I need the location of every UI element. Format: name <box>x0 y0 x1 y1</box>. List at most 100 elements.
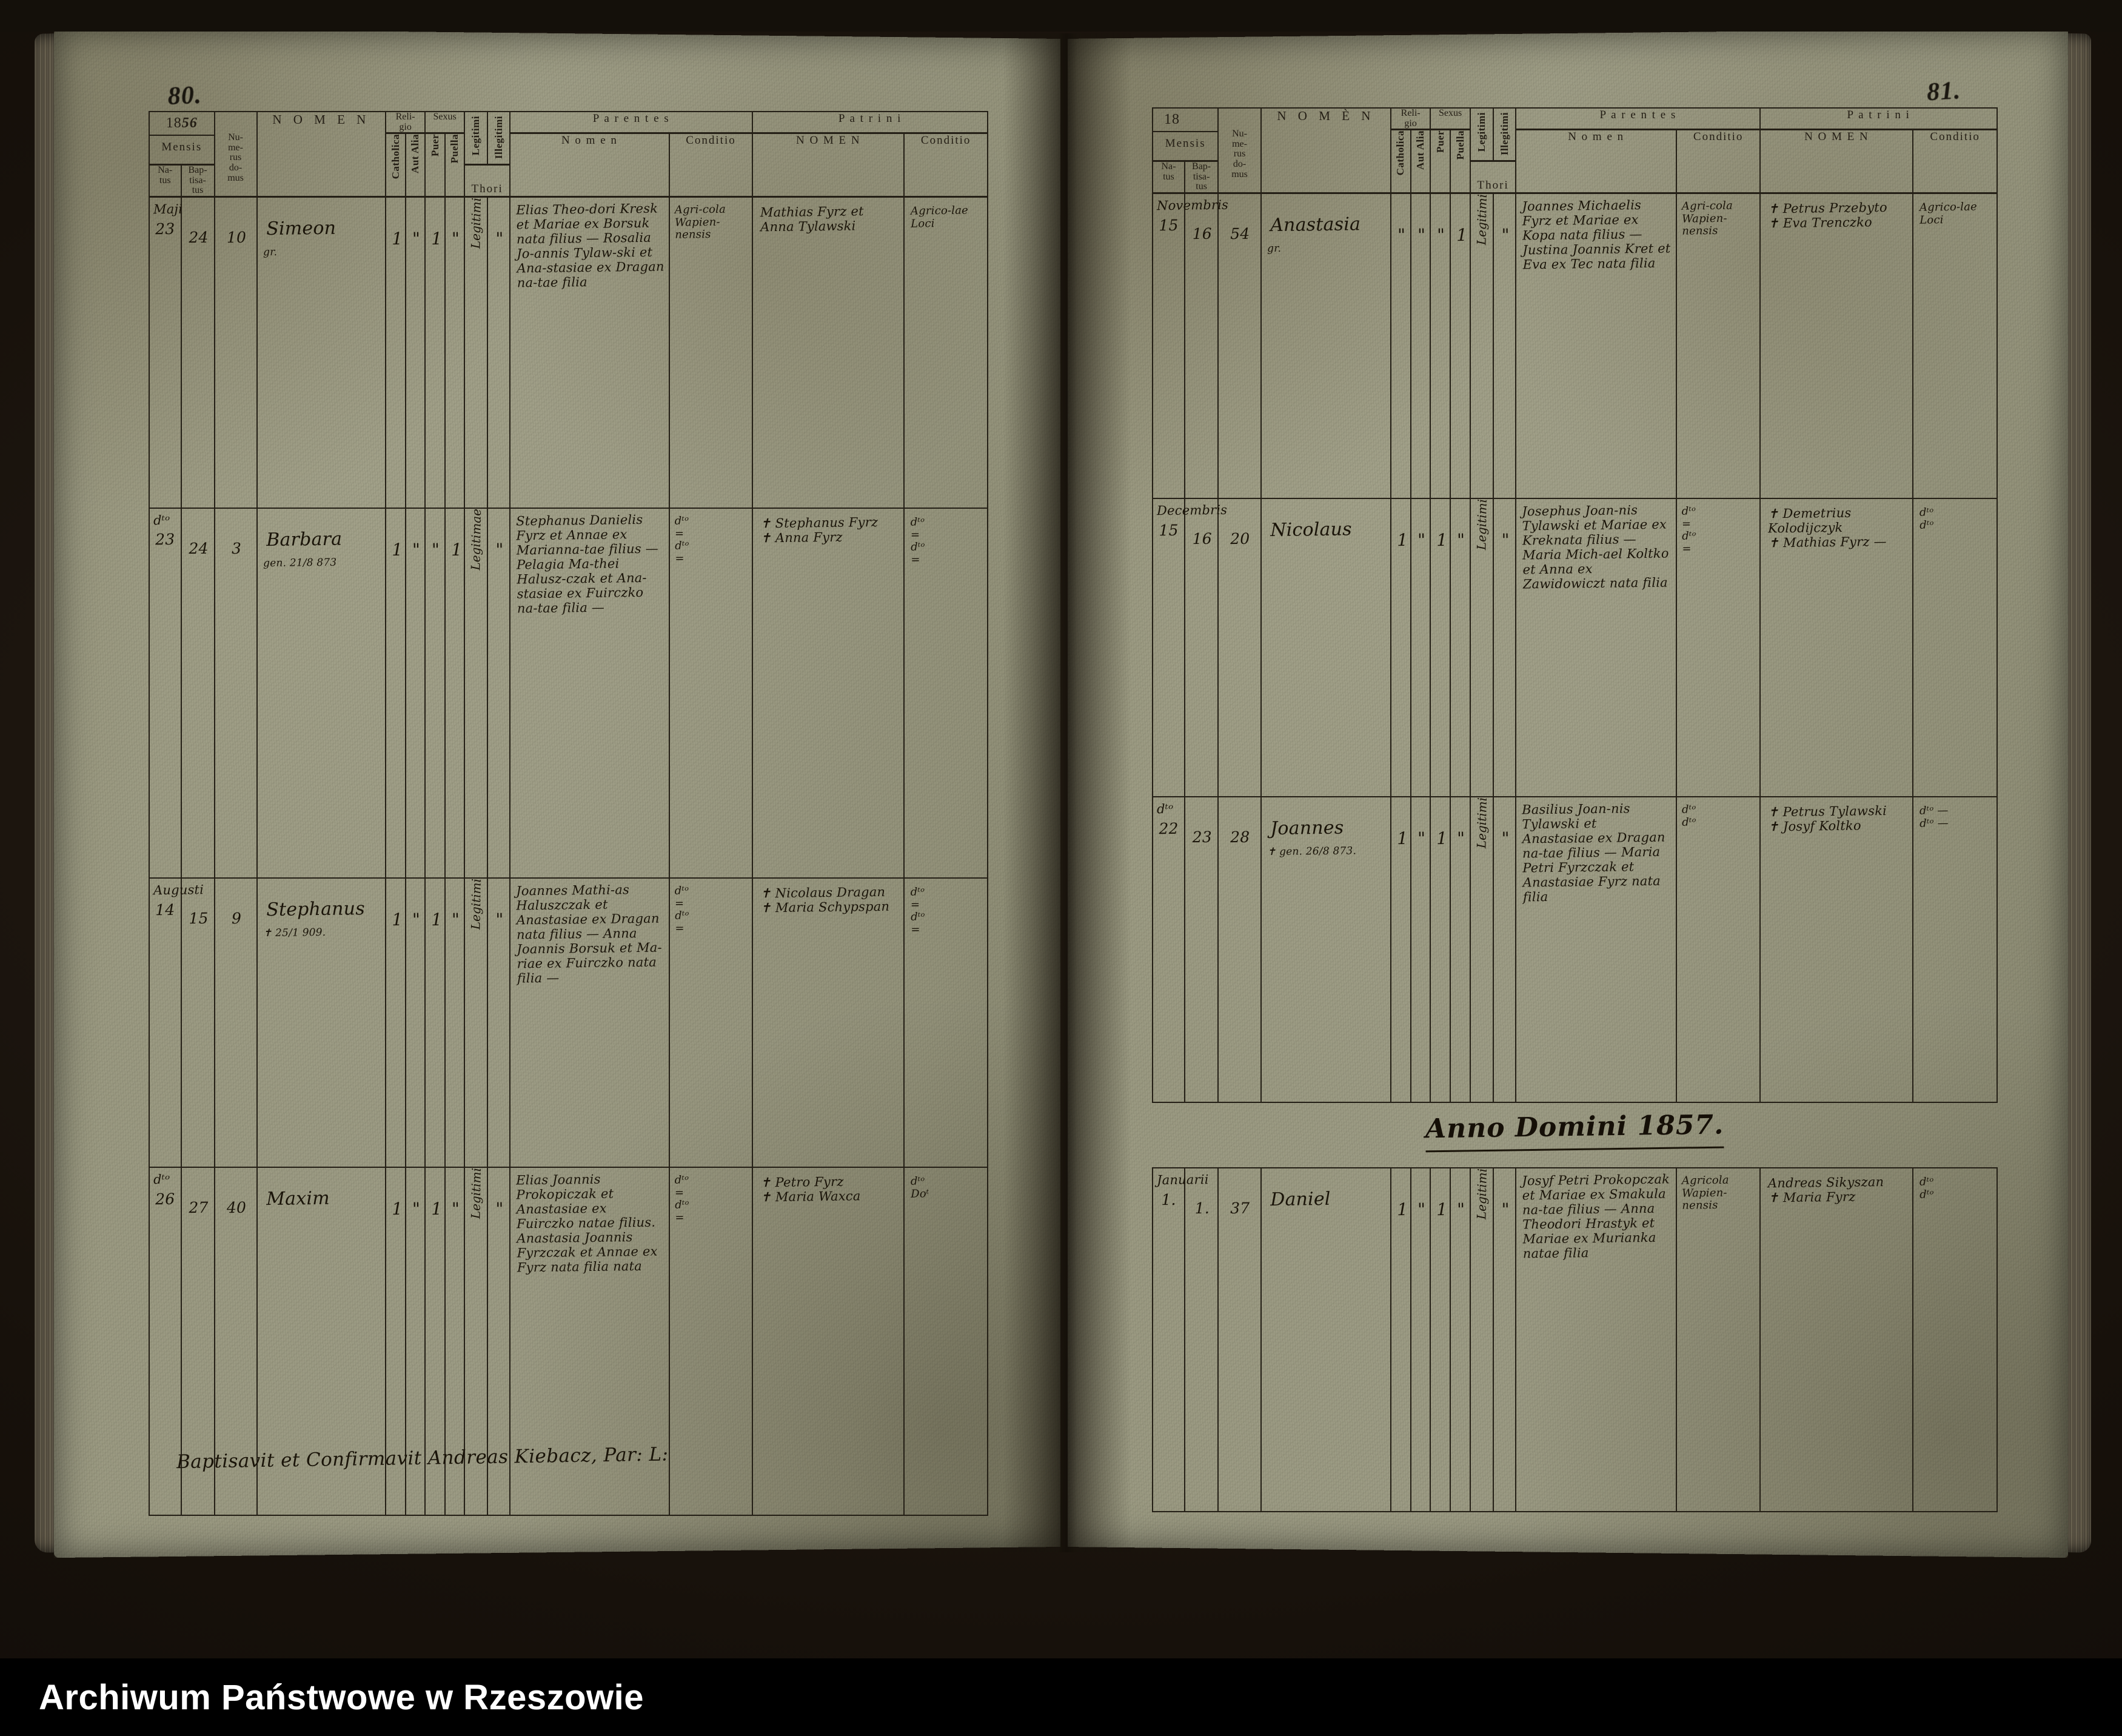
cell-sexus-puer: " <box>424 507 446 879</box>
cell-sexus-puella: " <box>444 1166 466 1516</box>
legitimi-annotation: Legitimi <box>468 197 484 249</box>
cell-nomen: Nicolaus <box>1260 498 1391 797</box>
cell-sexus-puer: 1 <box>1430 1167 1451 1512</box>
header-parentes-conditio-right: Conditio <box>1675 129 1761 194</box>
nomen-marginal-note: ✝ gen. 26/8 873. <box>1267 845 1356 859</box>
cell-baptisatus-day: 16 <box>1183 192 1219 500</box>
cell-parentes-nomen: Stephanus Danielis Fyrz et Annae ex Mari… <box>509 507 670 879</box>
cell-sexus-puer: 1 <box>424 1166 446 1516</box>
cell-sexus-puella: " <box>1450 498 1471 797</box>
register-entry-row[interactable]: Augusti 14 15 9 Stephanus ✝ 25/1 909. 1 " 1 " Legi… <box>149 877 988 1168</box>
child-given-name: Simeon <box>266 217 336 240</box>
open-register-book: 80. 81. <box>35 27 2091 1558</box>
cell-illegitimi-thori: " <box>486 507 511 879</box>
nd-line-5: mus <box>227 172 244 183</box>
month-label: Maji <box>153 201 183 217</box>
header-parentes-left: P a r e n t e s <box>509 111 754 135</box>
godparents-conditio: Agrico-lae Loci <box>1920 200 1978 227</box>
cell-religio-aut-alia: " <box>404 196 426 509</box>
header-mensis-left: Mensis <box>161 141 202 154</box>
header-natus-right: Na-tus <box>1152 160 1185 194</box>
cell-month-natus: Januarii 1. <box>1152 1167 1209 1512</box>
cell-sexus-puella: " <box>444 196 466 509</box>
cell-numerus-domus: 37 <box>1217 1167 1262 1512</box>
register-entry-row[interactable]: dᵗᵒ 26 27 40 Maxim 1 " 1 " Legitimi " Elias Joannis… <box>149 1166 988 1516</box>
cell-numerus-domus: 10 <box>213 196 258 509</box>
register-entry-row[interactable]: Novembris 15 16 54 Anastasia gr. " " " 1 Legitimi "… <box>1152 192 1998 500</box>
cell-patrini-conditio: dᵗᵒ = dᵗᵒ = <box>903 507 988 879</box>
cell-religio-catholica: " <box>1390 192 1411 500</box>
cell-illegitimi-thori: " <box>486 196 511 509</box>
cell-baptisatus-day: 16 <box>1183 498 1219 797</box>
cell-month-natus: dᵗᵒ 23 <box>149 507 182 879</box>
register-table-right: 18 Mensis Nu- me- rus do- mus <box>1151 107 1998 1512</box>
religio-line-2: gio <box>399 121 412 132</box>
cell-illegitimi-thori: " <box>486 1166 511 1516</box>
cell-nomen: Daniel <box>1260 1167 1391 1512</box>
legitimi-annotation: Legitimi <box>1474 1168 1490 1220</box>
cell-numerus-domus: 40 <box>213 1166 258 1516</box>
cell-legitimi-thori: Legitimi <box>1469 1167 1494 1512</box>
cell-numerus-domus: 9 <box>213 877 258 1168</box>
cell-religio-aut-alia: " <box>1410 1167 1431 1512</box>
register-entry-row[interactable]: Januarii 1. 1. 37 Daniel 1 " 1 " Legitimi " Josyf P… <box>1152 1167 1998 1512</box>
parents-names: Joannes Michaelis Fyrz et Mariae ex Kopa… <box>1522 198 1672 272</box>
cell-religio-aut-alia: " <box>404 877 426 1168</box>
cell-month-natus: Decembris 15 <box>1152 498 1227 797</box>
parents-conditio: dᵗᵒ = dᵗᵒ = <box>1681 504 1696 555</box>
child-given-name: Maxim <box>266 1187 330 1210</box>
cell-parentes-nomen: Elias Theo-dori Kresk et Mariae ex Borsu… <box>509 196 670 509</box>
cell-patrini-nomen: ✝ Demetrius Kolodijczyk ✝ Mathias Fyrz — <box>1759 498 1914 797</box>
religio-line-1: Reli- <box>395 112 415 122</box>
godparents-conditio: dᵗᵒ dᵗᵒ <box>1920 506 1935 532</box>
natus-day: 23 <box>155 531 175 549</box>
legitimi-annotation: Legitimi <box>1474 499 1490 551</box>
cell-baptisatus-day: 23 <box>1183 796 1219 1103</box>
cell-baptisatus-day: 27 <box>180 1166 215 1516</box>
cell-parentes-conditio: dᵗᵒ = dᵗᵒ = <box>668 507 754 879</box>
header-patrini-conditio-left: Conditio <box>903 132 988 198</box>
register-entry-row[interactable]: dᵗᵒ 22 23 28 Joannes ✝ gen. 26/8 873. 1 " 1 " Legi… <box>1152 796 1998 1103</box>
legitimi-annotation: Legitimae <box>468 508 484 571</box>
cell-patrini-nomen: ✝ Stephanus Fyrz ✝ Anna Fyrz <box>752 507 905 879</box>
header-catholica-left: Catholica <box>385 132 406 198</box>
godparents-names: ✝ Petro Fyrz ✝ Maria Waxca <box>760 1174 861 1205</box>
cell-sexus-puella: " <box>1450 796 1471 1103</box>
godparents-conditio: dᵗᵒ — dᵗᵒ — <box>1920 803 1949 829</box>
cell-baptisatus-day: 1. <box>1183 1167 1219 1512</box>
cell-nomen: Joannes ✝ gen. 26/8 873. <box>1260 796 1391 1103</box>
cell-parentes-conditio: Agricola Wapien-nensis <box>1675 1167 1761 1512</box>
cell-religio-aut-alia: " <box>1410 498 1431 797</box>
year-handwritten-left: 56 <box>181 115 198 131</box>
register-entry-row[interactable]: Decembris 15 16 20 Nicolaus 1 " 1 " Legitimi " Jose… <box>1152 498 1998 797</box>
register-entry-row[interactable]: dᵗᵒ 23 24 3 Barbara gen. 21/8 873 1 " " 1 Legitima… <box>149 507 988 879</box>
register-entry-row[interactable]: Maji 23 24 10 Simeon gr. 1 " 1 " Legitimi " Elias Th… <box>149 196 988 509</box>
cell-legitimi-thori: Legitimi <box>1469 796 1494 1103</box>
cell-illegitimi-thori: " <box>1492 796 1517 1103</box>
year-prefix-label-right: 18 <box>1164 112 1180 127</box>
parents-names: Joannes Mathi-as Haluszczak et Anastasia… <box>516 882 663 986</box>
cell-month-natus: Novembris 15 <box>1152 192 1228 500</box>
child-given-name: Barbara <box>266 528 342 551</box>
cell-nomen: Stephanus ✝ 25/1 909. <box>256 877 387 1168</box>
header-patrini-right: P a t r i n i <box>1759 107 1998 131</box>
archive-watermark-bar: Archiwum Państwowe w Rzeszowie <box>0 1658 2122 1736</box>
parents-conditio: dᵗᵒ dᵗᵒ <box>1681 803 1696 828</box>
cell-illegitimi-thori: " <box>486 877 511 1168</box>
top-dark-band <box>0 0 2122 32</box>
parents-names: Elias Theo-dori Kresk et Mariae ex Borsu… <box>516 201 664 290</box>
cell-sexus-puer: 1 <box>424 877 446 1168</box>
cell-baptisatus-day: 15 <box>180 877 215 1168</box>
parents-conditio: Agri-cola Wapien-nensis <box>674 203 726 241</box>
header-patrini-conditio-right: Conditio <box>1912 129 1998 194</box>
header-sexus-right: Sexus <box>1430 107 1471 131</box>
anno-domini-banner: Anno Domini 1857. <box>1425 1101 1725 1153</box>
header-sexus-left: Sexus <box>424 111 466 135</box>
header-nomen-left: N O M E N <box>256 110 387 198</box>
child-given-name: Stephanus <box>266 898 365 921</box>
cell-religio-aut-alia: " <box>1410 192 1431 500</box>
cell-parentes-conditio: Agri-cola Wapien-nensis <box>1675 192 1761 500</box>
cell-parentes-nomen: Josyf Petri Prokopczak et Mariae ex Smak… <box>1515 1167 1677 1512</box>
nomen-marginal-note: gr. <box>1267 243 1282 255</box>
